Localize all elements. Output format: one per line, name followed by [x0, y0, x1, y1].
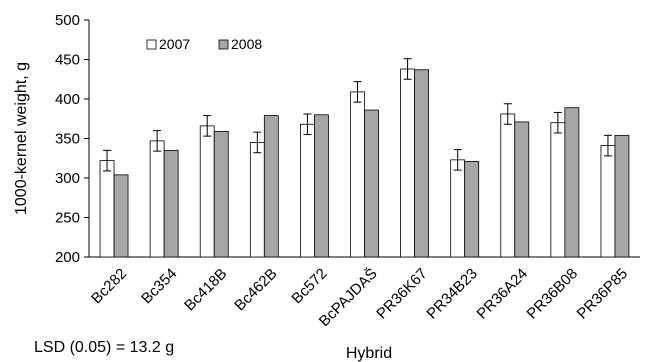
lsd-annotation: LSD (0.05) = 13.2 g	[34, 339, 174, 356]
x-tick-label: Bc354	[138, 265, 180, 307]
bar-2008-Bc418B	[213, 130, 229, 258]
x-tick-label: Bc572	[288, 265, 330, 307]
legend-swatch-2008	[218, 39, 229, 50]
x-tick-label: PR36A24	[474, 265, 531, 322]
bar-2007-Bc462B	[249, 142, 265, 258]
x-tick-label: Bc282	[88, 265, 130, 307]
bar-2008-PR36B08	[564, 107, 580, 258]
bar-2007-Bc354	[149, 140, 165, 258]
bar-2007-PR36P85	[600, 145, 616, 258]
x-axis: Bc282 Bc354 Bc418B Bc462B Bc572BcPAJDAŠPR36K…	[88, 256, 640, 330]
bar-2007-Bc572	[300, 123, 315, 258]
legend-label-2008: 2008	[231, 36, 262, 52]
bars-group	[99, 58, 630, 258]
legend-swatch-2007	[146, 39, 157, 50]
y-tick-label: 350	[55, 131, 80, 148]
legend: 2007 2008	[146, 36, 262, 52]
x-tick-label: Bc418B	[181, 265, 230, 314]
y-tick-label: 500	[55, 12, 80, 29]
bar-2007-Bc282	[99, 160, 115, 258]
bar-2008-Bc462B	[263, 115, 279, 258]
y-tick-label: 400	[55, 91, 80, 108]
x-tick-label: PR34B23	[423, 265, 480, 322]
bar-2008-PR34B23	[464, 161, 480, 258]
bar-2007-BcPAJDAŠ	[350, 91, 365, 258]
bar-2008-Bc572	[314, 114, 329, 258]
bar-2008-PR36P85	[614, 134, 630, 258]
y-tick-label: 300	[55, 170, 80, 187]
y-axis-title: 1000-kernel weight, g	[13, 62, 30, 215]
y-tick-label: 450	[55, 52, 80, 69]
x-tick-label: PR36P85	[574, 265, 631, 322]
x-tick-label: PR36K67	[373, 265, 430, 322]
bar-2007-PR36B08	[550, 122, 566, 258]
y-axis: 200 250 300 350 400 450 500	[55, 12, 90, 266]
bar-2007-PR36A24	[500, 113, 516, 258]
bar-2008-PR36K67	[414, 69, 429, 258]
x-axis-title: Hybrid	[346, 345, 392, 362]
bar-2007-PR36K67	[400, 68, 415, 258]
y-tick-label: 250	[55, 210, 80, 227]
bar-2007-Bc418B	[199, 125, 215, 258]
y-tick-label: 200	[55, 249, 80, 266]
bar-2008-Bc282	[113, 174, 129, 258]
bar-2008-PR36A24	[514, 121, 530, 258]
bar-2008-BcPAJDAŠ	[364, 109, 379, 258]
legend-label-2007: 2007	[159, 36, 190, 52]
bar-2007-PR34B23	[450, 159, 466, 258]
bar-2008-Bc354	[163, 149, 179, 258]
x-tick-label: PR36B08	[524, 265, 581, 322]
x-tick-label: Bc462B	[231, 265, 280, 314]
